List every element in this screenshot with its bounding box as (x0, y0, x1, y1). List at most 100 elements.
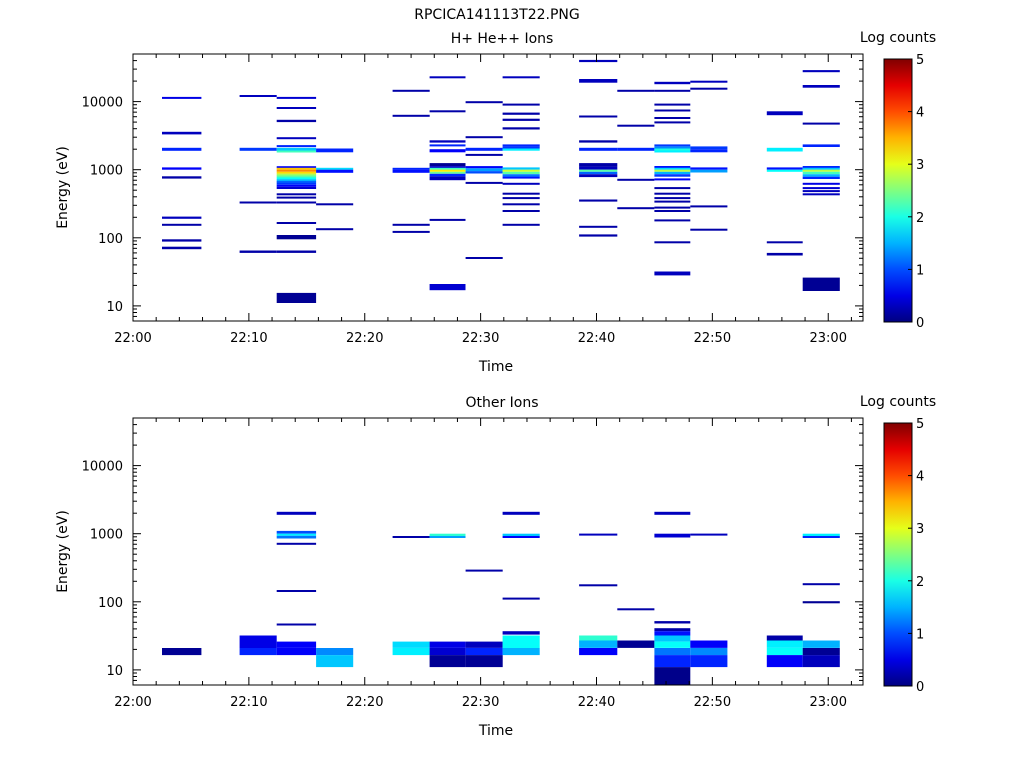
heatmap-cell (392, 114, 430, 117)
heatmap-cell (802, 583, 840, 586)
heatmap-cell (579, 174, 618, 178)
heatmap-cell (579, 140, 618, 143)
heatmap-cell (654, 150, 691, 153)
x-tick-label: 22:50 (694, 695, 731, 710)
heatmap-cell (465, 655, 503, 668)
heatmap-cell (392, 230, 430, 233)
x-tick-label: 22:50 (694, 331, 731, 346)
heatmap-cell (654, 667, 691, 685)
heatmap-cell (392, 536, 430, 538)
heatmap-cell (429, 648, 466, 656)
heatmap-cell (429, 218, 466, 221)
y-tick-label: 100 (98, 232, 123, 247)
heatmap-cell (392, 641, 430, 648)
heatmap-cell (502, 533, 540, 537)
heatmap-cell (654, 271, 691, 276)
heatmap-cell (316, 655, 354, 668)
heatmap-cell (239, 250, 277, 253)
heatmap-cell (654, 200, 691, 203)
colorbar-tick-label: 4 (916, 106, 924, 121)
heatmap-cell (465, 648, 503, 656)
heatmap-cell (766, 648, 803, 656)
heatmap-cell (766, 167, 803, 170)
heatmap-cell (802, 536, 840, 538)
heatmap-cell (316, 169, 354, 173)
heatmap-cell (690, 205, 728, 208)
heatmap-cell (617, 147, 655, 151)
heatmap-cell (276, 119, 317, 123)
x-tick-label: 23:00 (810, 695, 847, 710)
heatmap-cell (239, 147, 277, 151)
colorbar-tick-label: 3 (916, 158, 924, 173)
heatmap-cell (802, 655, 840, 668)
heatmap-cell (654, 533, 691, 538)
colorbar: 0 1 2 3 4 5 Log counts (860, 394, 936, 695)
heatmap-cell (239, 95, 277, 97)
heatmap-cell (465, 136, 503, 139)
heatmap-cell (392, 648, 430, 656)
heatmap-cell (654, 641, 691, 648)
heatmap-cell (579, 166, 618, 170)
heatmap-cell (276, 175, 317, 178)
heatmap-cell (392, 89, 430, 92)
heatmap-cells (162, 511, 840, 685)
heatmap-cell (429, 167, 466, 170)
heatmap-cell (276, 145, 317, 148)
heatmap-cell (276, 542, 317, 545)
heatmap-cell (276, 222, 317, 224)
colorbar-label: Log counts (860, 30, 936, 46)
heatmap-cell (654, 635, 691, 642)
heatmap-cell (802, 277, 840, 291)
colorbar-tick-label: 5 (916, 417, 924, 432)
heatmap-cell (579, 225, 618, 228)
heatmap-cell (429, 641, 466, 648)
heatmap-cell (429, 169, 466, 172)
heatmap-cell (802, 648, 840, 656)
heatmap-cell (502, 127, 540, 130)
heatmap-cell (429, 173, 466, 177)
heatmap-cell (802, 176, 840, 179)
y-tick-label: 1000 (90, 528, 123, 543)
heatmap-cell (502, 148, 540, 151)
heatmap-cell (392, 167, 430, 170)
heatmap-cell (502, 536, 540, 538)
heatmap-cell (690, 640, 728, 648)
colorbar: 0 1 2 3 4 5 Log counts (860, 30, 936, 331)
heatmap-cell (502, 169, 540, 172)
heatmap-cell (276, 533, 317, 536)
heatmap-cell (802, 167, 840, 170)
heatmap-cell (465, 147, 503, 151)
x-tick-label: 22:40 (578, 331, 615, 346)
colorbar-tick-label: 1 (916, 627, 924, 642)
x-axis: 22:00 22:10 22:20 22:30 22:40 22:50 23:00 Time (114, 418, 852, 739)
heatmap-cell (617, 89, 655, 92)
heatmap-cell (654, 166, 691, 168)
y-axis: 10 100 1000 10000 Energy (eV) (55, 60, 863, 317)
heatmap-cell (276, 177, 317, 180)
heatmap-cell (392, 223, 430, 226)
x-tick-label: 23:00 (810, 331, 847, 346)
heatmap-cell (690, 169, 728, 173)
heatmap-cell (766, 640, 803, 648)
heatmap-cell (502, 182, 540, 185)
panel-title: Other Ions (465, 395, 538, 411)
heatmap-cell (654, 103, 691, 106)
heatmap-cell (162, 223, 202, 226)
heatmap-cell (465, 641, 503, 648)
heatmap-cell (802, 122, 840, 125)
heatmap-cell (654, 109, 691, 112)
heatmap-cell (579, 199, 618, 202)
heatmap-cell (654, 174, 691, 177)
heatmap-cell (654, 210, 691, 212)
panel-title: H+ He++ Ions (451, 31, 554, 47)
heatmap-cell (690, 80, 728, 83)
heatmap-cell (502, 176, 540, 179)
heatmap-cell (502, 144, 540, 147)
heatmap-cell (162, 167, 202, 170)
y-tick-label: 10000 (82, 460, 123, 475)
heatmap-cell (579, 147, 618, 151)
heatmap-cell (502, 174, 540, 177)
x-tick-label: 22:00 (114, 695, 151, 710)
heatmap-cell (429, 149, 466, 153)
